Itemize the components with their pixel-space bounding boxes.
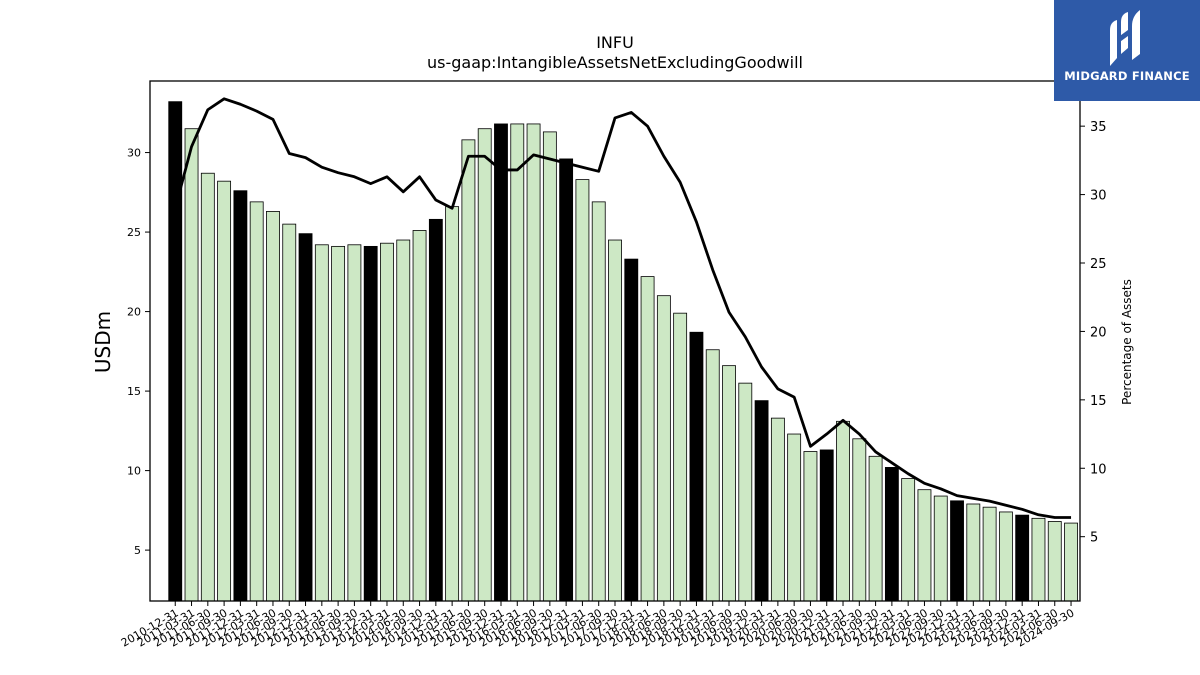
brand-logo: MIDGARD FINANCE	[1054, 0, 1200, 101]
bar	[803, 451, 818, 602]
y2-tick-label: 25	[1090, 257, 1107, 272]
bar	[282, 223, 297, 602]
y-tick-label: 15	[127, 385, 141, 398]
y2-tick-label: 30	[1090, 189, 1107, 204]
bar	[559, 158, 574, 602]
y-tick-label: 10	[127, 465, 141, 478]
bar	[917, 489, 932, 602]
bar	[1015, 514, 1030, 602]
brand-name: MIDGARD FINANCE	[1064, 69, 1190, 83]
chart-subtitle: us-gaap:IntangibleAssetsNetExcludingGood…	[427, 53, 803, 72]
y2-tick-label: 20	[1090, 325, 1107, 340]
bar	[396, 239, 411, 602]
bar	[787, 433, 802, 602]
bar	[249, 201, 264, 602]
bar	[689, 331, 704, 602]
bar	[428, 218, 443, 602]
bar	[591, 201, 606, 602]
bar	[542, 131, 557, 602]
bar	[461, 139, 476, 602]
y2-tick-label: 15	[1090, 394, 1107, 409]
y-axis-label: USDm	[91, 311, 115, 373]
bar	[884, 467, 899, 602]
bar	[168, 101, 183, 602]
bar	[738, 382, 753, 602]
bar	[640, 276, 655, 602]
bar	[868, 455, 883, 602]
bar	[982, 506, 997, 602]
bar	[331, 245, 346, 602]
bar	[412, 230, 427, 602]
bar	[575, 179, 590, 602]
bar	[722, 365, 736, 602]
bar	[233, 190, 248, 602]
plot-area: 5101520253051015202530352010-12-312011-0…	[119, 80, 1107, 650]
bar	[819, 449, 834, 602]
bar	[754, 400, 769, 602]
bar	[266, 210, 280, 602]
bar	[608, 239, 622, 602]
y-tick-label: 5	[134, 544, 141, 557]
bar	[998, 511, 1013, 602]
bar	[314, 244, 329, 602]
bar	[298, 233, 313, 602]
bar	[363, 245, 378, 602]
bar	[852, 438, 867, 602]
bar	[380, 242, 394, 602]
bar	[347, 244, 362, 602]
y2-tick-label: 10	[1090, 462, 1107, 477]
bar	[510, 123, 525, 602]
chart-title: INFU	[596, 33, 634, 52]
y-tick-label: 20	[127, 306, 141, 319]
bar	[477, 128, 492, 602]
bar	[200, 172, 215, 602]
bar	[445, 206, 460, 602]
y2-tick-label: 35	[1090, 120, 1107, 135]
bar	[950, 500, 964, 602]
y2-tick-label: 5	[1090, 531, 1098, 546]
bar	[933, 495, 948, 602]
bar	[770, 417, 785, 602]
bar	[1031, 517, 1046, 602]
bar	[217, 180, 232, 602]
y2-axis-label: Percentage of Assets	[1120, 279, 1134, 405]
bar	[656, 295, 671, 602]
bar	[1047, 521, 1062, 602]
bar	[901, 478, 916, 602]
bar	[673, 312, 688, 602]
midgard-logo-icon	[1110, 10, 1140, 66]
bar	[184, 128, 199, 602]
line-series	[173, 97, 1072, 519]
y-tick-label: 30	[127, 147, 141, 160]
bar	[836, 420, 850, 602]
bar	[526, 123, 541, 602]
bar	[624, 258, 639, 602]
bar	[705, 349, 720, 602]
bar	[1064, 522, 1078, 602]
y-tick-label: 25	[127, 226, 141, 239]
bar	[966, 503, 981, 602]
bar	[494, 123, 508, 602]
